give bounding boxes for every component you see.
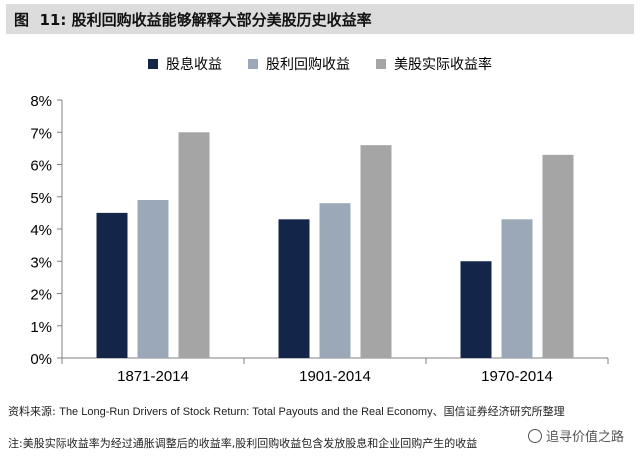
bar-2-3 — [501, 219, 533, 358]
watermark: 追寻价值之路 — [523, 425, 628, 446]
y-tick-label: 2% — [30, 287, 52, 304]
note-text: 注:美股实际收益率为经过通胀调整后的收益率,股利回购收益包含发放股息和企业回购产… — [8, 437, 478, 450]
bar-2-2 — [319, 203, 351, 358]
x-tick-label: 1871-2014 — [117, 368, 189, 385]
x-tick-label: 1901-2014 — [299, 368, 371, 385]
x-tick-label: 1970-2014 — [481, 368, 553, 385]
y-tick-label: 6% — [30, 158, 52, 175]
legend-swatch-real-return — [376, 59, 386, 69]
figure-title: 股利回购收益能够解释大部分美股历史收益率 — [71, 10, 372, 29]
legend-item-dividend: 股息收益 — [148, 54, 222, 74]
legend-swatch-dividend — [148, 59, 158, 69]
source-prefix: 资料来源: — [8, 405, 56, 418]
bar-3-3 — [542, 154, 574, 358]
legend-item-buyback: 股利回购收益 — [248, 54, 350, 74]
chart-legend: 股息收益 股利回购收益 美股实际收益率 — [0, 54, 640, 74]
legend-label-buyback: 股利回购收益 — [266, 57, 350, 73]
wechat-icon — [527, 428, 542, 443]
legend-label-dividend: 股息收益 — [166, 57, 222, 73]
bar-1-3 — [460, 261, 492, 358]
watermark-text: 追寻价值之路 — [545, 430, 624, 445]
y-tick-label: 0% — [30, 351, 52, 368]
legend-label-real-return: 美股实际收益率 — [394, 57, 492, 73]
bar-chart: 0% 1% 2% 3% 4% 5% 6% 7% 8% 1871-2014 1901-2014 1970… — [30, 93, 609, 385]
bar-2-1 — [137, 199, 169, 358]
legend-item-real-return: 美股实际收益率 — [376, 54, 492, 74]
source-text: The Long-Run Drivers of Stock Return: To… — [59, 406, 565, 418]
note-line: 注:美股实际收益率为经过通胀调整后的收益率,股利回购收益包含发放股息和企业回购产… — [8, 436, 634, 451]
bar-1-1 — [96, 212, 128, 358]
figure-title-bar: 图 11: 股利回购收益能够解释大部分美股历史收益率 — [6, 4, 634, 34]
bar-1-2 — [278, 219, 310, 358]
y-tick-label: 7% — [30, 125, 52, 142]
bar-3-2 — [360, 145, 392, 358]
bar-3-1 — [178, 132, 210, 358]
y-tick-label: 5% — [30, 190, 52, 207]
y-tick-label: 4% — [30, 222, 52, 239]
source-line: 资料来源: The Long-Run Drivers of Stock Retu… — [8, 404, 634, 420]
figure-label: 图 11: — [14, 10, 67, 29]
y-tick-label: 1% — [30, 319, 52, 336]
y-tick-label: 3% — [30, 254, 52, 271]
y-tick-label: 8% — [30, 93, 52, 110]
legend-swatch-buyback — [248, 59, 258, 69]
